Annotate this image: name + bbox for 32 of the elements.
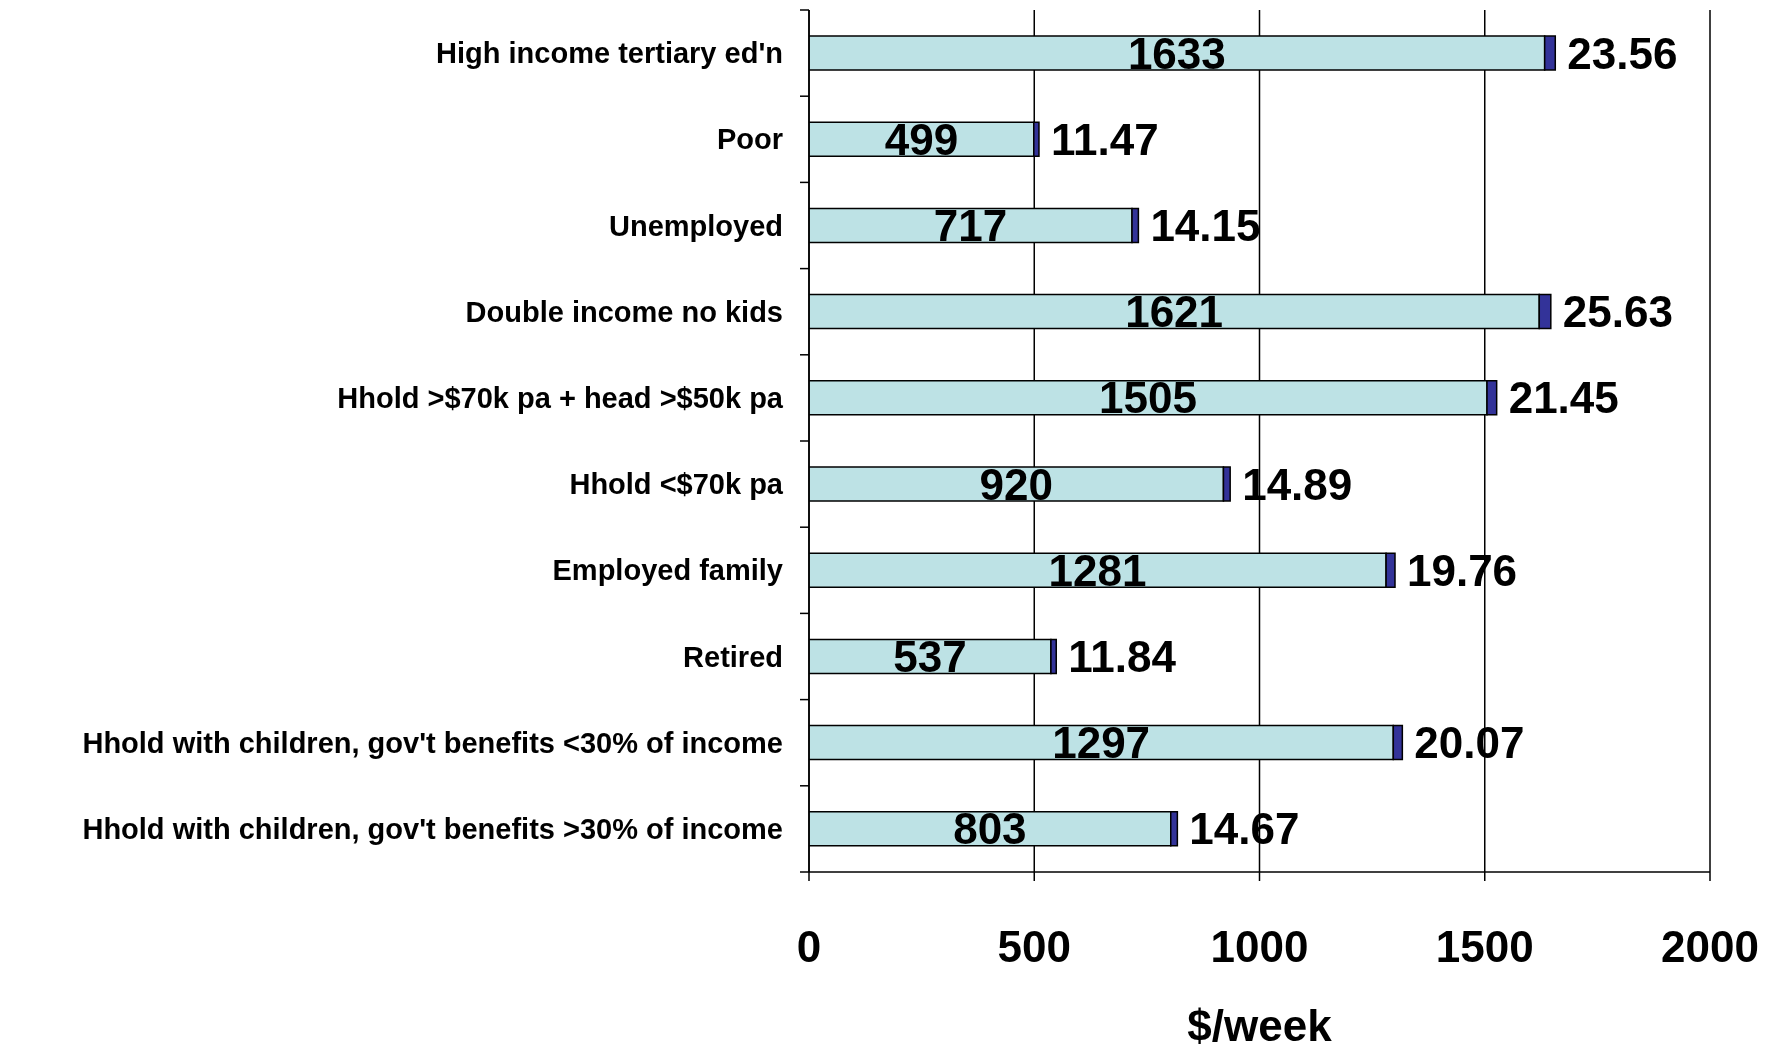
data-label: 23.56 [1567,28,1678,78]
x-tick-label: 500 [997,922,1071,972]
x-tick-label: 0 [796,922,822,972]
data-label: 537 [893,632,967,682]
data-label: 803 [953,804,1027,854]
data-label: 14.15 [1150,201,1261,251]
y-tick-label: Poor [716,123,783,156]
data-label: 1633 [1127,28,1226,78]
y-tick-label: Double income no kids [465,295,783,328]
data-label: 920 [979,459,1053,509]
y-tick-label: Hhold with children, gov't benefits >30% of income [82,813,783,846]
x-tick-label: 1500 [1435,922,1534,972]
data-label: 1297 [1052,718,1151,768]
x-axis-title: $/week [1187,1001,1333,1050]
data-label: 717 [933,201,1008,251]
data-label: 1505 [1099,373,1197,423]
y-tick-label: Hhold with children, gov't benefits <30% of income [82,726,783,759]
data-label: 11.47 [1050,114,1159,164]
data-label: 25.63 [1562,287,1673,337]
y-tick-label: Unemployed [608,209,783,242]
y-tick-label: High income tertiary ed'n [436,37,783,70]
data-label: 11.84 [1068,632,1177,682]
x-tick-label: 1000 [1210,922,1309,972]
data-label: 499 [884,114,959,164]
data-label: 21.45 [1508,373,1619,423]
y-tick-label: Hhold <$70k pa [569,468,784,501]
data-label: 1281 [1048,545,1147,595]
y-tick-label: Employed family [552,554,783,587]
y-tick-label: Retired [683,640,783,673]
y-tick-label: Hhold >$70k pa + head >$50k pa [337,382,784,415]
data-label: 1621 [1125,287,1224,337]
x-tick-label: 2000 [1661,922,1759,972]
